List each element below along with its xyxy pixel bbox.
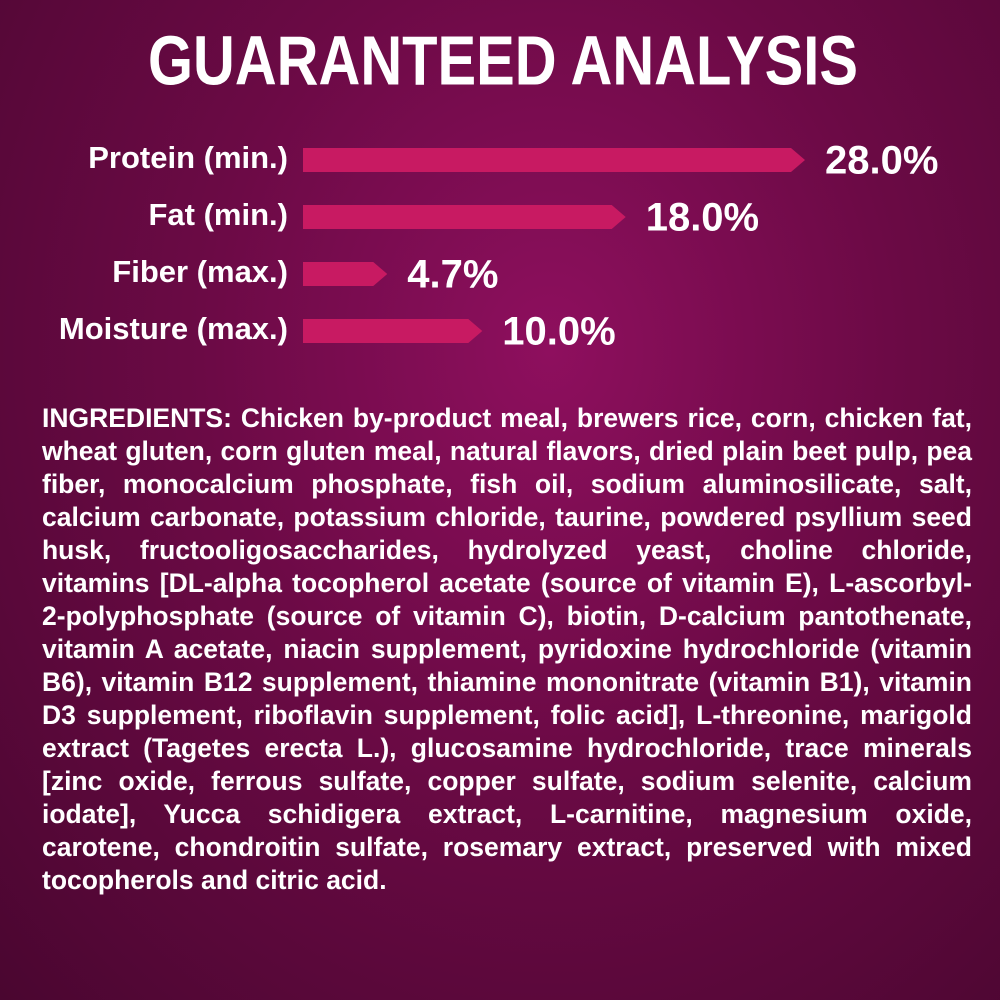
category-label: Protein (min.) <box>88 140 288 175</box>
chart: GUARANTEED ANALYSIS Protein (min.) 28.0% F… <box>59 21 939 354</box>
category-label: Moisture (max.) <box>59 311 288 346</box>
ingredients: INGREDIENTS: Chicken by-product meal, br… <box>42 403 972 895</box>
bar <box>303 262 388 286</box>
bar <box>303 319 483 343</box>
value-label: 4.7% <box>407 253 498 297</box>
bar <box>303 205 626 229</box>
category-label: Fat (min.) <box>149 197 289 232</box>
value-label: 18.0% <box>646 196 759 240</box>
value-label: 10.0% <box>502 310 615 354</box>
bar <box>303 148 805 172</box>
category-label: Fiber (max.) <box>112 254 288 289</box>
value-label: 28.0% <box>825 139 938 183</box>
chart-title: GUARANTEED ANALYSIS <box>148 21 858 99</box>
